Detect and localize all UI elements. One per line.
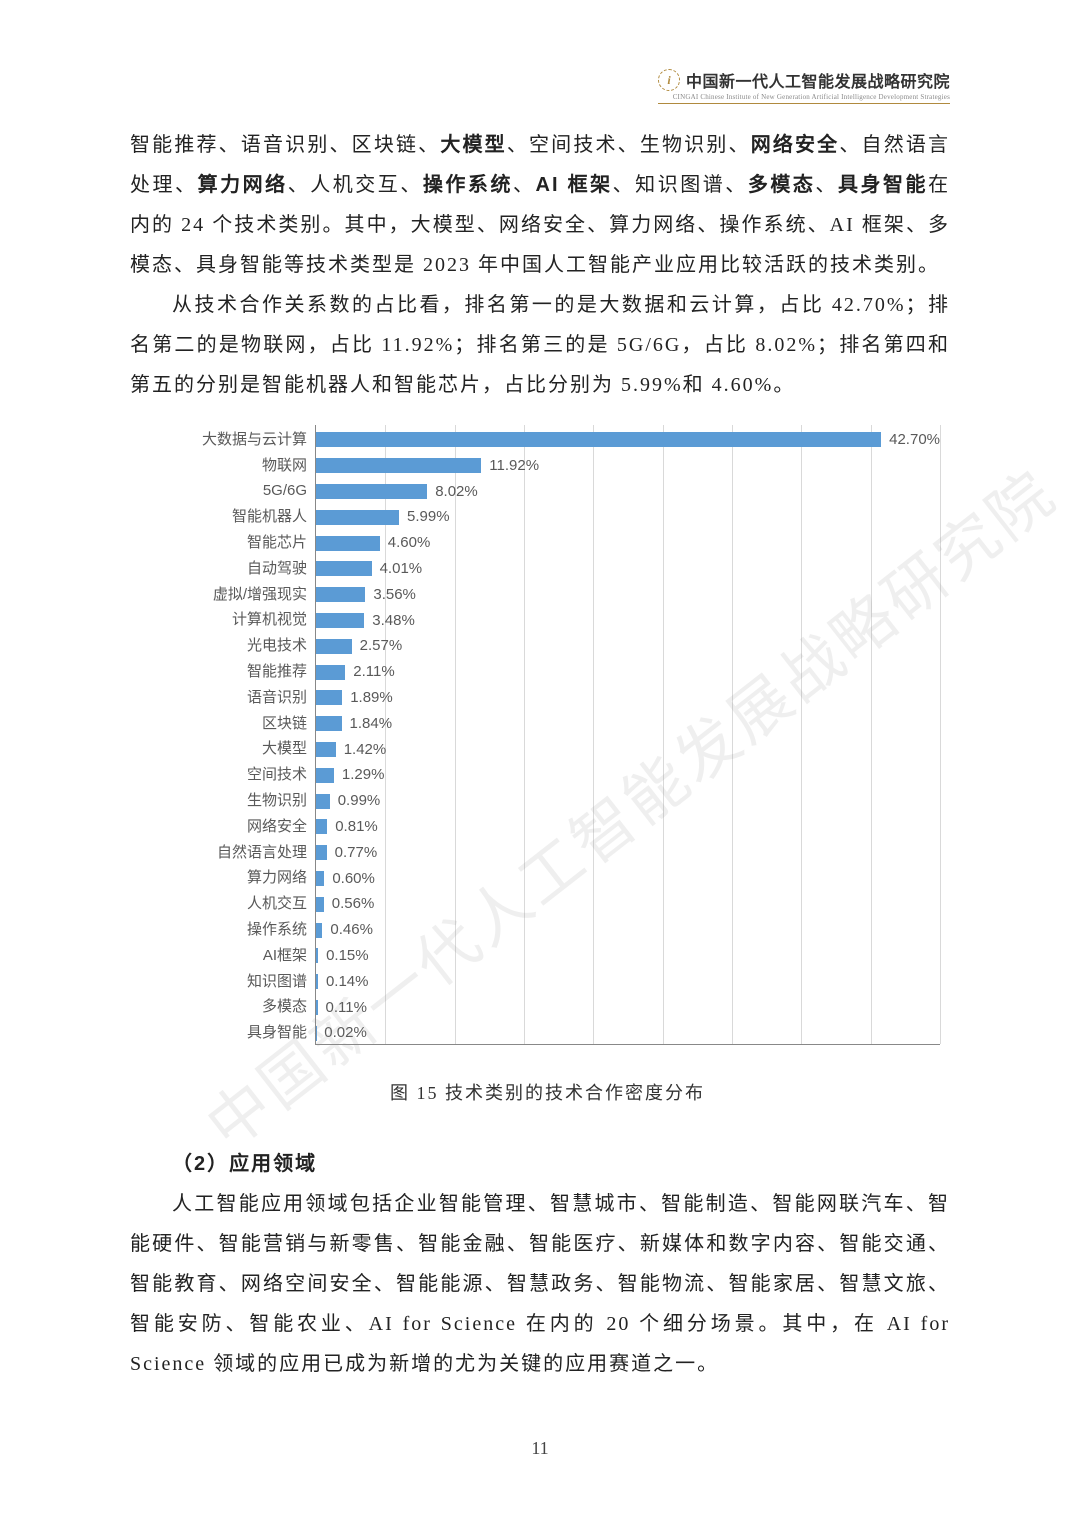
p1-bold-4: 操作系统 xyxy=(423,174,513,196)
chart-plot-area: 大数据与云计算42.70%物联网11.92%5G/6G8.02%智能机器人5.9… xyxy=(315,425,940,1045)
chart-bar xyxy=(316,897,324,912)
section-head-2: （2）应用领域 xyxy=(130,1144,950,1184)
chart-bar xyxy=(316,768,334,783)
chart-bar-row: 大数据与云计算42.70% xyxy=(316,427,940,453)
chart-bar xyxy=(316,458,481,473)
p1-bold-7: 具身智能 xyxy=(838,174,928,196)
header-logo-row: i 中国新一代人工智能发展战略研究院 xyxy=(658,68,950,92)
chart-bar xyxy=(316,716,342,731)
chart-bar xyxy=(316,1000,318,1015)
chart-bar xyxy=(316,484,427,499)
paragraph-2: 从技术合作关系数的占比看，排名第一的是大数据和云计算，占比 42.70%；排名第… xyxy=(130,285,950,405)
chart-bar-label: 具身智能 xyxy=(158,1018,313,1048)
chart-bar-row: 操作系统0.46% xyxy=(316,917,940,943)
body-content: 智能推荐、语音识别、区块链、大模型、空间技术、生物识别、网络安全、自然语言处理、… xyxy=(130,125,950,1384)
chart-bar-row: 智能机器人5.99% xyxy=(316,504,940,530)
chart-bar-row: 区块链1.84% xyxy=(316,711,940,737)
chart-bar xyxy=(316,974,318,989)
p1-s5: 、知识图谱、 xyxy=(613,174,748,196)
chart-bar-row: 人机交互0.56% xyxy=(316,891,940,917)
chart-bar xyxy=(316,845,327,860)
chart-bar-row: 空间技术1.29% xyxy=(316,762,940,788)
chart-figure-15: 大数据与云计算42.70%物联网11.92%5G/6G8.02%智能机器人5.9… xyxy=(130,420,950,1116)
p1-s1: 、空间技术、生物识别、 xyxy=(507,134,751,156)
paragraph-1: 智能推荐、语音识别、区块链、大模型、空间技术、生物识别、网络安全、自然语言处理、… xyxy=(130,125,950,285)
chart-caption: 图 15 技术类别的技术合作密度分布 xyxy=(155,1075,940,1111)
chart-bar xyxy=(316,871,324,886)
chart-bar-row: 自动驾驶4.01% xyxy=(316,556,940,582)
org-name-en: CINGAI Chinese Institute of New Generati… xyxy=(658,93,950,101)
chart-bar-row: 大模型1.42% xyxy=(316,737,940,763)
chart-bar-row: 5G/6G8.02% xyxy=(316,479,940,505)
chart-bar xyxy=(316,819,327,834)
chart-bar xyxy=(316,923,322,938)
page-number: 11 xyxy=(0,1438,1080,1459)
chart-bar xyxy=(316,639,352,654)
chart-bar-value: 11.92% xyxy=(489,451,539,481)
chart-bar xyxy=(316,432,881,447)
p1-bold-5: AI 框架 xyxy=(536,174,613,196)
chart-bar-row: 算力网络0.60% xyxy=(316,866,940,892)
chart-bar xyxy=(316,510,399,525)
p1-s6: 、 xyxy=(815,174,838,196)
chart-bar-value: 0.02% xyxy=(324,1018,367,1048)
paragraph-3: 人工智能应用领域包括企业智能管理、智慧城市、智能制造、智能网联汽车、智能硬件、智… xyxy=(130,1184,950,1384)
page-header: i 中国新一代人工智能发展战略研究院 CINGAI Chinese Instit… xyxy=(658,68,950,104)
chart-bar xyxy=(316,948,318,963)
chart-bar-row: 网络安全0.81% xyxy=(316,814,940,840)
chart-bar xyxy=(316,794,330,809)
p1-text: 智能推荐、语音识别、区块链、 xyxy=(130,134,440,156)
p1-s3: 、人机交互、 xyxy=(288,174,423,196)
p1-bold-2: 网络安全 xyxy=(751,134,840,156)
chart-bar-row: 光电技术2.57% xyxy=(316,633,940,659)
chart-bar-row: 具身智能0.02% xyxy=(316,1020,940,1046)
chart-bar-row: 多模态0.11% xyxy=(316,995,940,1021)
chart-bar-row: 自然语言处理0.77% xyxy=(316,840,940,866)
chart-gridline xyxy=(940,425,941,1044)
chart-bar-row: 计算机视觉3.48% xyxy=(316,608,940,634)
chart-bar-row: AI框架0.15% xyxy=(316,943,940,969)
chart-bar xyxy=(316,613,364,628)
p1-bold-6: 多模态 xyxy=(748,174,816,196)
chart-bar-row: 知识图谱0.14% xyxy=(316,969,940,995)
chart-bar-row: 虚拟/增强现实3.56% xyxy=(316,582,940,608)
chart-bar xyxy=(316,561,372,576)
p1-bold-3: 算力网络 xyxy=(198,174,288,196)
chart-bar xyxy=(316,742,336,757)
p1-bold-1: 大模型 xyxy=(440,134,507,156)
p1-s4: 、 xyxy=(513,174,536,196)
org-name-cn: 中国新一代人工智能发展战略研究院 xyxy=(686,68,950,92)
chart-bar xyxy=(316,665,345,680)
chart-bar-row: 智能芯片4.60% xyxy=(316,530,940,556)
chart-bar-row: 物联网11.92% xyxy=(316,453,940,479)
chart-bar-row: 智能推荐2.11% xyxy=(316,659,940,685)
chart-bar-value: 42.70% xyxy=(889,425,940,455)
chart-bar xyxy=(316,536,380,551)
chart-bar xyxy=(316,587,365,602)
chart-bar xyxy=(316,690,342,705)
chart-bar-row: 语音识别1.89% xyxy=(316,685,940,711)
chart-bar-row: 生物识别0.99% xyxy=(316,788,940,814)
org-logo-icon: i xyxy=(658,69,680,91)
